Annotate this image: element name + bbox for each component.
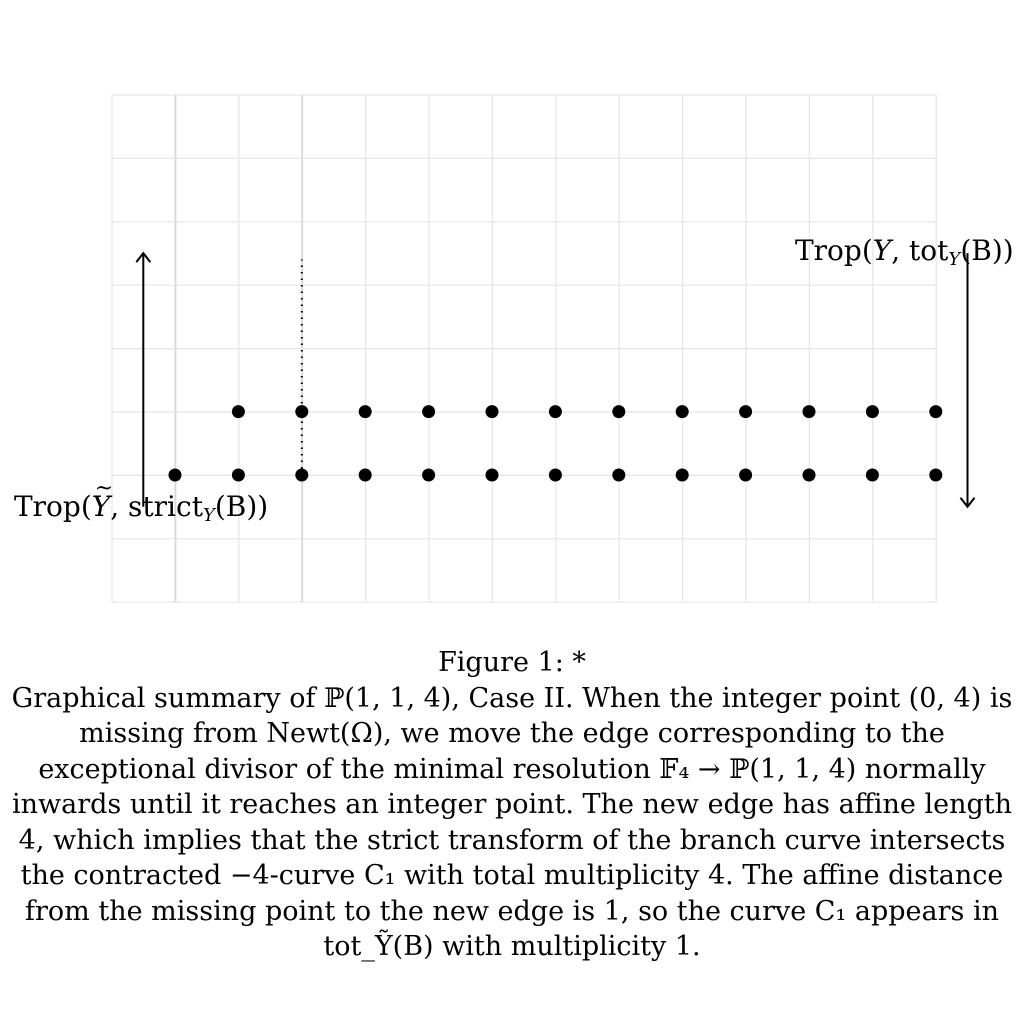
lattice-point (231, 468, 245, 482)
lattice-point (295, 405, 309, 419)
label-trop-total-transform: Trop(Y, totY(B)) (795, 234, 1014, 270)
caption-body: Graphical summary of ℙ(1, 1, 4), Case II… (11, 682, 1013, 963)
lattice-point (485, 405, 499, 419)
lattice-point (739, 468, 753, 482)
lattice-point (865, 468, 879, 482)
lattice-point (422, 468, 436, 482)
lattice-point (675, 468, 689, 482)
lattice-point (231, 405, 245, 419)
lattice-point (802, 468, 816, 482)
lattice-point (739, 405, 753, 419)
lattice-point (865, 405, 879, 419)
lattice-point (548, 405, 562, 419)
lattice-point (929, 468, 943, 482)
lattice-point (675, 405, 689, 419)
lattice-point (802, 405, 816, 419)
lattice-point (612, 468, 626, 482)
arrows (135, 251, 976, 509)
lattice-point (358, 405, 372, 419)
lattice-points (168, 405, 943, 482)
figure-caption: Figure 1: * Graphical summary of ℙ(1, 1,… (0, 645, 1024, 965)
background-grid (111, 94, 937, 603)
left-arrow-head (135, 251, 152, 263)
lattice-point (422, 405, 436, 419)
lattice-point (548, 468, 562, 482)
lattice-point (358, 468, 372, 482)
lattice-point (295, 468, 309, 482)
lattice-point (929, 405, 943, 419)
lattice-point (168, 468, 182, 482)
tropical-diagram (111, 94, 976, 603)
caption-title: Figure 1: * (438, 647, 586, 678)
lattice-point (485, 468, 499, 482)
lattice-point (612, 405, 626, 419)
right-arrow-head (959, 497, 976, 509)
label-trop-strict-transform: Trop(Y, strictY(B)) (14, 478, 268, 525)
